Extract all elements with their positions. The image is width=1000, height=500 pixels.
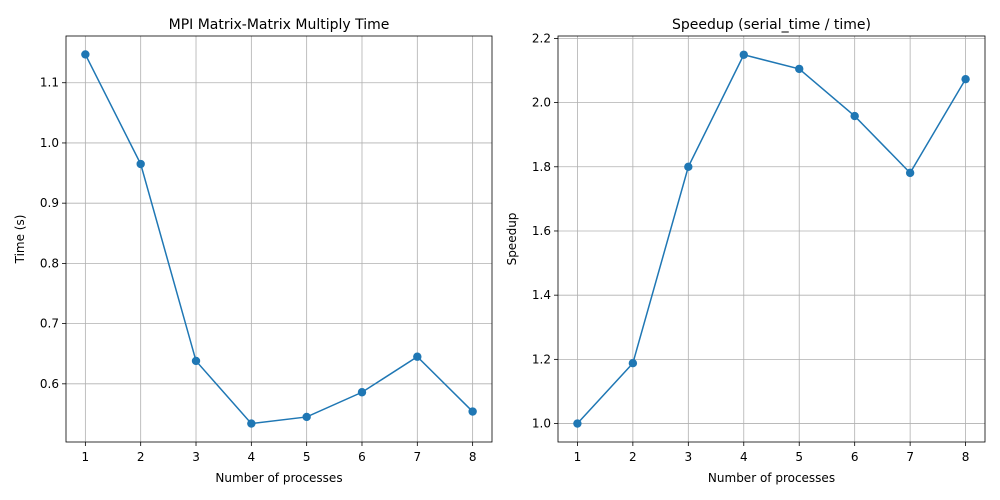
x-axis-label: Number of processes	[708, 471, 835, 485]
axes-frame	[65, 35, 493, 443]
series-line	[576, 53, 967, 425]
data-point	[850, 111, 859, 121]
y-tick-label: 1.4	[532, 288, 551, 302]
x-tick-label: 5	[303, 450, 311, 464]
speedup-chart: 1 2 3 4 5 6 7 8 1.0 1.2 1.4 1.6 1.8 2.0 2.2 Number of p…	[505, 17, 986, 485]
y-tick-label: 0.9	[40, 196, 59, 210]
data-point	[573, 419, 582, 428]
y-tick-label: 1.1	[40, 76, 59, 90]
data-point	[81, 50, 90, 59]
x-tick-label: 8	[962, 450, 970, 464]
x-tick-label: 7	[413, 450, 421, 464]
y-tick-label: 2.0	[532, 96, 551, 110]
data-point	[468, 407, 477, 416]
y-tick-label: 0.8	[40, 256, 59, 270]
data-point	[905, 168, 915, 178]
x-tick-label: 2	[137, 450, 145, 464]
y-tick-label: 0.7	[40, 317, 59, 331]
x-tick-label: 6	[358, 450, 366, 464]
x-tick-label: 6	[851, 450, 859, 464]
data-point	[413, 352, 422, 361]
x-tick-label: 3	[192, 450, 200, 464]
x-tick-label: 2	[629, 450, 637, 464]
x-tick-label: 3	[684, 450, 692, 464]
data-point	[357, 388, 367, 397]
data-point	[628, 359, 638, 368]
axes-frame	[557, 35, 986, 443]
data-point	[136, 159, 145, 169]
x-tick-label: 1	[82, 450, 90, 464]
x-tick-label: 7	[906, 450, 914, 464]
y-tick-label: 1.0	[532, 417, 551, 431]
x-tick-label: 4	[740, 450, 748, 464]
y-tick-label: 2.2	[532, 31, 551, 45]
data-point	[684, 162, 693, 171]
y-tick-label: 1.0	[40, 136, 59, 150]
data-point	[961, 74, 970, 84]
y-axis-label: Speedup	[505, 213, 519, 266]
y-tick-label: 0.6	[40, 377, 59, 391]
data-point	[247, 419, 256, 428]
x-tick-label: 5	[795, 450, 803, 464]
x-tick-label: 4	[248, 450, 256, 464]
data-point	[795, 64, 804, 74]
x-tick-label: 8	[469, 450, 477, 464]
data-point	[191, 356, 201, 366]
x-axis-label: Number of processes	[215, 471, 342, 485]
x-tick-label: 1	[574, 450, 582, 464]
data-point	[302, 412, 311, 422]
series-line	[84, 54, 474, 425]
data-point	[739, 50, 748, 59]
y-tick-label: 1.6	[532, 224, 551, 238]
time-chart: 1 2 3 4 5 6 7 8 0.6 0.7 0.8 0.9 1.0 1.1 Number of proc…	[13, 17, 493, 485]
y-tick-label: 1.8	[532, 160, 551, 174]
y-tick-label: 1.2	[532, 352, 551, 366]
chart-title: Speedup (serial_time / time)	[672, 17, 871, 33]
chart-title: MPI Matrix-Matrix Multiply Time	[169, 17, 390, 33]
y-axis-label: Time (s)	[13, 215, 27, 265]
